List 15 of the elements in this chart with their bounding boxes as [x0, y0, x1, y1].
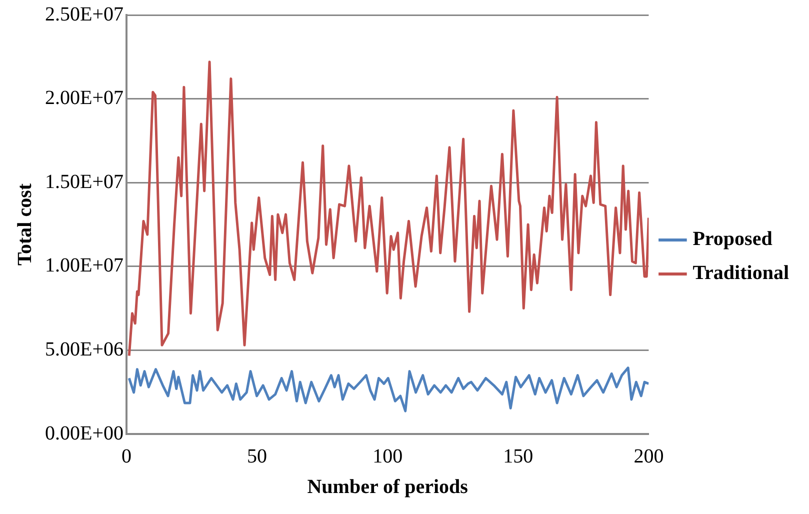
x-tick-label: 0: [121, 445, 132, 468]
legend-label: Proposed: [692, 228, 772, 250]
legend-label: Traditional: [692, 262, 790, 284]
x-tick-label: 150: [503, 445, 534, 468]
y-axis-title: Total cost: [14, 183, 36, 266]
x-tick-label: 200: [634, 445, 664, 468]
y-tick-label: 1.00E+07: [44, 254, 124, 277]
y-tick-label: 5.00E+06: [44, 338, 124, 360]
x-tick-label: 100: [372, 445, 403, 468]
y-tick-label: 1.50E+07: [44, 170, 124, 193]
x-axis-title: Number of periods: [307, 476, 468, 498]
x-tick-label: 50: [247, 445, 268, 468]
y-tick-label: 2.50E+07: [44, 3, 124, 26]
y-tick-label: 0.00E+00: [44, 422, 124, 444]
y-tick-label: 2.00E+07: [44, 87, 124, 110]
